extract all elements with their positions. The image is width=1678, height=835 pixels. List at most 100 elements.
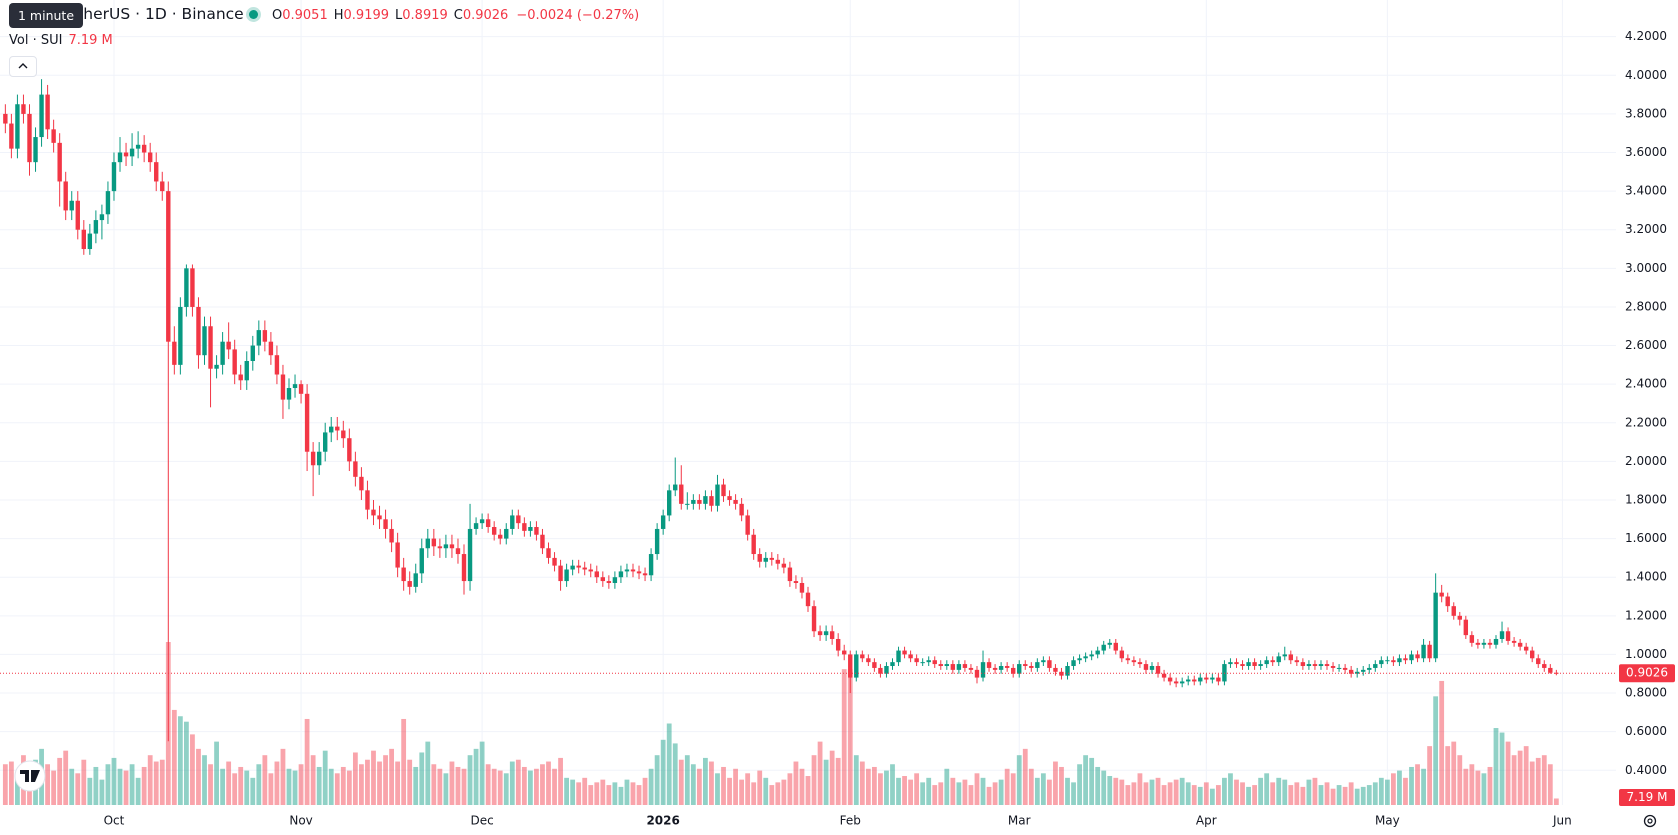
volume-bar: [624, 779, 630, 805]
volume-bar: [992, 782, 998, 805]
candle-body: [3, 113, 8, 124]
volume-bar: [1028, 768, 1034, 805]
candle-body: [1270, 660, 1275, 663]
candle-body: [371, 509, 376, 516]
volume-bar: [576, 782, 582, 805]
volume-bar: [226, 761, 232, 805]
volume-bar: [177, 716, 183, 805]
candle-body: [1409, 654, 1414, 661]
status-dot: [249, 10, 258, 19]
volume-bar: [980, 777, 986, 805]
y-tick-label: 4.2000: [1625, 29, 1667, 43]
candle-body: [413, 573, 418, 587]
x-tick-label: Feb: [840, 814, 861, 828]
volume-bar: [431, 764, 437, 805]
candle-body: [1457, 615, 1462, 620]
candle-body: [353, 461, 358, 477]
volume-bar: [141, 766, 147, 805]
volume-bar: [944, 768, 950, 805]
volume-bar: [1415, 764, 1420, 805]
candle-body: [1385, 660, 1390, 662]
volume-bar: [1511, 755, 1517, 805]
volume-bar: [527, 770, 533, 805]
volume-bar: [540, 764, 545, 805]
chevron: [18, 63, 28, 69]
collapse-button[interactable]: [9, 56, 37, 77]
candle-body: [667, 490, 672, 516]
candle-body: [582, 567, 587, 570]
candle-body: [365, 490, 370, 510]
volume-bar: [352, 752, 358, 805]
candle-body: [1161, 673, 1167, 678]
candle-body: [238, 374, 243, 381]
settings-icon: [1643, 814, 1657, 828]
volume-bar: [413, 766, 419, 805]
candle-body: [250, 345, 255, 361]
volume-bar: [534, 768, 539, 805]
candle-body: [498, 534, 503, 539]
volume-bar: [1391, 773, 1396, 805]
candle-body: [926, 660, 931, 663]
candle-body: [745, 515, 750, 535]
volume-bar: [238, 766, 244, 805]
candle-body: [757, 554, 762, 562]
candle-body: [1258, 664, 1263, 667]
volume-bar: [606, 785, 612, 805]
volume-bar: [1384, 779, 1390, 805]
candle-body: [630, 569, 636, 572]
volume-bar: [1288, 785, 1294, 805]
candle-body: [214, 364, 219, 369]
candle-body: [1240, 664, 1245, 667]
candle-body: [1481, 642, 1487, 645]
volume-bar: [1517, 750, 1523, 805]
candle-body: [1499, 631, 1505, 639]
candle-body: [739, 503, 744, 516]
candle-body: [1035, 662, 1040, 668]
candle-body: [437, 546, 443, 549]
candle-body: [1487, 642, 1493, 645]
candle-body: [111, 162, 117, 192]
volume-bar: [220, 768, 226, 805]
volume-bar: [99, 779, 105, 805]
volume-bar: [2, 764, 8, 805]
candle-body: [1276, 656, 1281, 663]
candle-body: [715, 484, 720, 506]
candle-body: [854, 654, 859, 678]
candle-body: [1179, 681, 1185, 684]
candle-body: [455, 548, 461, 555]
candle-body: [15, 104, 20, 149]
volume-bar: [1342, 786, 1348, 805]
candle-body: [835, 638, 841, 651]
candle-body: [1216, 677, 1221, 682]
candle-body: [202, 326, 207, 356]
candle-body: [721, 484, 726, 497]
volume-bar: [859, 761, 865, 805]
candle-body: [166, 191, 171, 342]
candle-body: [1445, 596, 1450, 607]
candle-body: [986, 662, 992, 668]
candle-body: [938, 664, 943, 667]
volume-bar: [823, 759, 829, 805]
volume-bar: [1523, 746, 1529, 805]
ohlc-value: 0.9026: [462, 8, 509, 23]
candle-body: [534, 527, 539, 535]
volume-bar: [1348, 782, 1354, 805]
y-tick-label: 4.0000: [1625, 68, 1667, 82]
candle-body: [1463, 619, 1469, 636]
y-tick-label: 2.2000: [1625, 415, 1667, 429]
candle-body: [787, 567, 793, 582]
volume-bar: [129, 764, 135, 805]
candle-body: [546, 548, 551, 558]
ohlc-key: C: [453, 8, 463, 23]
candle-body: [823, 631, 829, 636]
candle-body: [280, 374, 286, 400]
volume-bar: [1306, 779, 1312, 805]
volume-bar: [1403, 777, 1408, 805]
volume-title: Vol · SUI: [9, 33, 63, 48]
candle-body: [1342, 667, 1348, 670]
candle-body: [1065, 666, 1070, 676]
x-tick-label: May: [1375, 814, 1400, 828]
candle-body: [1119, 650, 1125, 659]
volume-bar: [184, 721, 189, 805]
